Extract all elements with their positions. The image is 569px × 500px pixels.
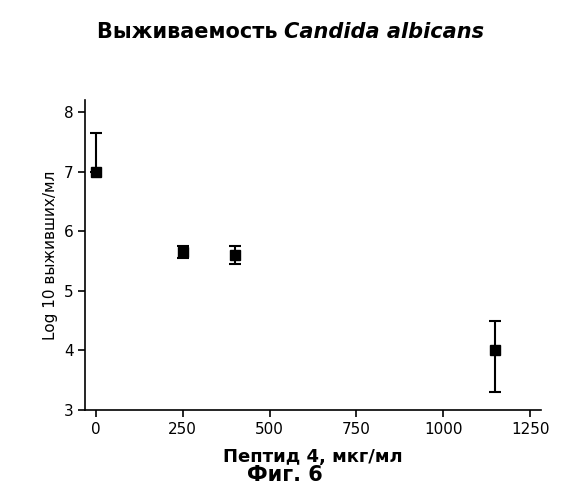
Text: Фиг. 6: Фиг. 6 xyxy=(246,465,323,485)
Text: Candida albicans: Candida albicans xyxy=(284,22,484,42)
Y-axis label: Log 10 выживших/мл: Log 10 выживших/мл xyxy=(43,170,58,340)
X-axis label: Пептид 4, мкг/мл: Пептид 4, мкг/мл xyxy=(223,448,403,466)
Text: Выживаемость: Выживаемость xyxy=(97,22,284,42)
